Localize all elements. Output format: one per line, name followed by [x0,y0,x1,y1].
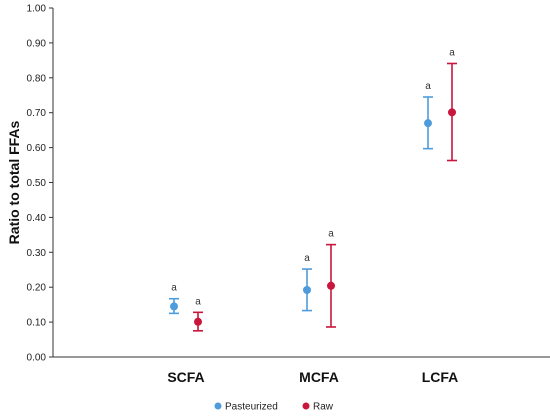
data-point [194,317,202,326]
series-pasteurized: a a a [169,81,433,315]
x-category-label: MCFA [299,369,339,385]
significance-label: a [425,81,431,92]
y-tick-label: 0.90 [27,38,47,49]
y-tick-label: 0.30 [27,248,47,259]
y-tick-label: 0.80 [27,73,47,84]
y-tick-label: 1.00 [27,4,47,15]
legend: Pasteurized Raw [214,402,334,413]
y-tick-label: 0.40 [27,213,47,224]
y-tick-label: 0.00 [27,353,47,364]
data-point [327,281,335,290]
data-point [424,119,432,128]
significance-label: a [195,296,201,307]
data-point [303,285,311,294]
legend-marker [302,402,310,410]
legend-marker [214,402,222,410]
x-category-label: SCFA [167,369,204,385]
significance-label: a [449,47,455,58]
y-tick-label: 0.70 [27,108,47,119]
chart-marks: a a a a a a [169,47,457,332]
series-raw: a a a [193,47,457,332]
significance-label: a [171,283,177,294]
y-tick-label: 0.50 [27,178,47,189]
legend-label: Raw [313,402,334,413]
axes: 0.00 0.10 0.20 0.30 0.40 0.50 0.60 0.70 0.80 0.90… [6,4,550,385]
y-tick-label: 0.60 [27,143,47,154]
data-point [448,108,456,117]
legend-item-raw: Raw [302,402,334,413]
significance-label: a [304,253,310,264]
legend-label: Pasteurized [225,402,278,413]
y-tick-label: 0.10 [27,318,47,329]
y-tick-label: 0.20 [27,283,47,294]
x-category-label: LCFA [422,369,459,385]
significance-label: a [328,229,334,240]
data-point [170,302,178,311]
y-axis-title: Ratio to total FFAs [6,120,22,244]
legend-item-pasteurized: Pasteurized [214,402,278,413]
